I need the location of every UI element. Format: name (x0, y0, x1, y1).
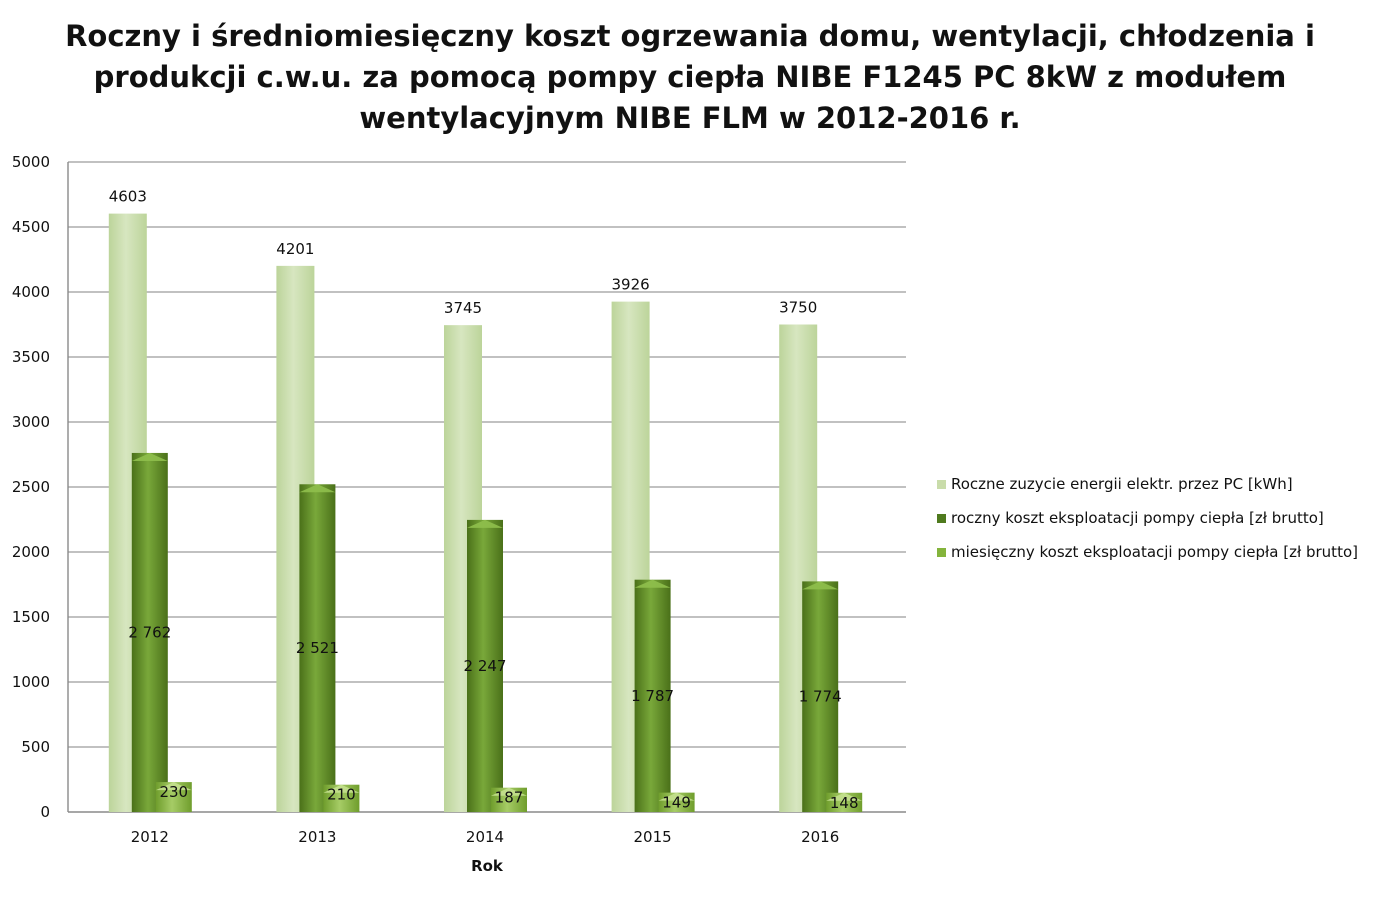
x-tick-label: 2013 (298, 828, 336, 846)
data-label-kwh: 4603 (109, 188, 147, 206)
y-tick-label: 1000 (12, 673, 50, 691)
data-label-monthly-cost: 210 (327, 786, 356, 804)
x-tick-label: 2015 (634, 828, 672, 846)
bar-cap-2013-2 (323, 784, 360, 793)
bar-cap-2015-2 (658, 792, 695, 801)
legend: Roczne zuzycie energii elektr. przez PC … (937, 475, 1358, 561)
x-tick-label: 2014 (466, 828, 504, 846)
bar-roczny-2016 (802, 581, 839, 812)
chart-title-line-1: Roczny i średniomiesięczny koszt ogrzewa… (65, 19, 1315, 53)
bar-roczny-2015 (634, 579, 671, 812)
y-tick-label: 1500 (12, 608, 50, 626)
data-label-monthly-cost: 149 (662, 794, 691, 812)
x-tick-label: 2012 (131, 828, 169, 846)
y-tick-label: 0 (40, 803, 50, 821)
x-axis-title: Rok (471, 857, 504, 875)
y-tick-label: 3000 (12, 413, 50, 431)
bar-roczny-2013 (299, 484, 336, 812)
y-tick-label: 4500 (12, 218, 50, 236)
data-label-kwh: 4201 (276, 240, 314, 258)
y-tick-label: 5000 (12, 153, 50, 171)
x-axis-ticks: 2012 2013 2014 2015 2016 (131, 828, 840, 846)
legend-label: roczny koszt eksploatacji pompy ciepła [… (951, 509, 1324, 527)
data-label-kwh: 3926 (612, 276, 650, 294)
data-label-annual-cost: 1 774 (799, 688, 842, 706)
bar-cap-2014-2 (491, 787, 527, 796)
legend-swatch (937, 480, 946, 489)
bar-roczny-2012 (131, 452, 168, 812)
chart-title-line-3: wentylacyjnym NIBE FLM w 2012-2016 r. (359, 101, 1020, 135)
bar-cap-2014-1 (467, 519, 503, 528)
legend-label: miesięczny koszt eksploatacji pompy ciep… (951, 543, 1358, 561)
data-label-monthly-cost: 230 (159, 783, 188, 801)
bar-cap-2013-1 (299, 484, 336, 493)
bar-cap-2012-1 (131, 452, 168, 461)
data-label-monthly-cost: 148 (830, 794, 859, 812)
bars (108, 213, 863, 813)
data-label-kwh: 3750 (779, 299, 817, 317)
legend-swatch (937, 548, 946, 557)
bar-cap-2015-1 (634, 579, 671, 588)
x-tick-label: 2016 (801, 828, 839, 846)
y-axis-ticks: 0 500 1000 1500 2000 2500 3000 3500 4000 4500 5000 (12, 153, 50, 821)
chart-title: Roczny i średniomiesięczny koszt ogrzewa… (65, 19, 1315, 135)
y-tick-label: 2000 (12, 543, 50, 561)
data-label-monthly-cost: 187 (495, 789, 524, 807)
bar-cap-2012-2 (155, 782, 192, 791)
data-labels: 4603 2 762 230 4201 2 521 210 3745 2 247 187 3926… (109, 188, 859, 812)
y-tick-label: 500 (21, 738, 50, 756)
data-label-annual-cost: 2 247 (464, 657, 507, 675)
chart-title-line-2: produkcji c.w.u. za pomocą pompy ciepła … (94, 60, 1287, 94)
y-tick-label: 3500 (12, 348, 50, 366)
data-label-annual-cost: 2 762 (128, 623, 171, 641)
y-tick-label: 2500 (12, 478, 50, 496)
data-label-annual-cost: 2 521 (296, 639, 339, 657)
legend-swatch (937, 514, 946, 523)
bar-roczny-2014 (467, 519, 503, 812)
y-tick-label: 4000 (12, 283, 50, 301)
bar-cap-2016-2 (826, 792, 863, 801)
legend-label: Roczne zuzycie energii elektr. przez PC … (951, 475, 1293, 493)
data-label-annual-cost: 1 787 (631, 687, 674, 705)
data-label-kwh: 3745 (444, 299, 482, 317)
bar-cap-2016-1 (802, 581, 839, 590)
